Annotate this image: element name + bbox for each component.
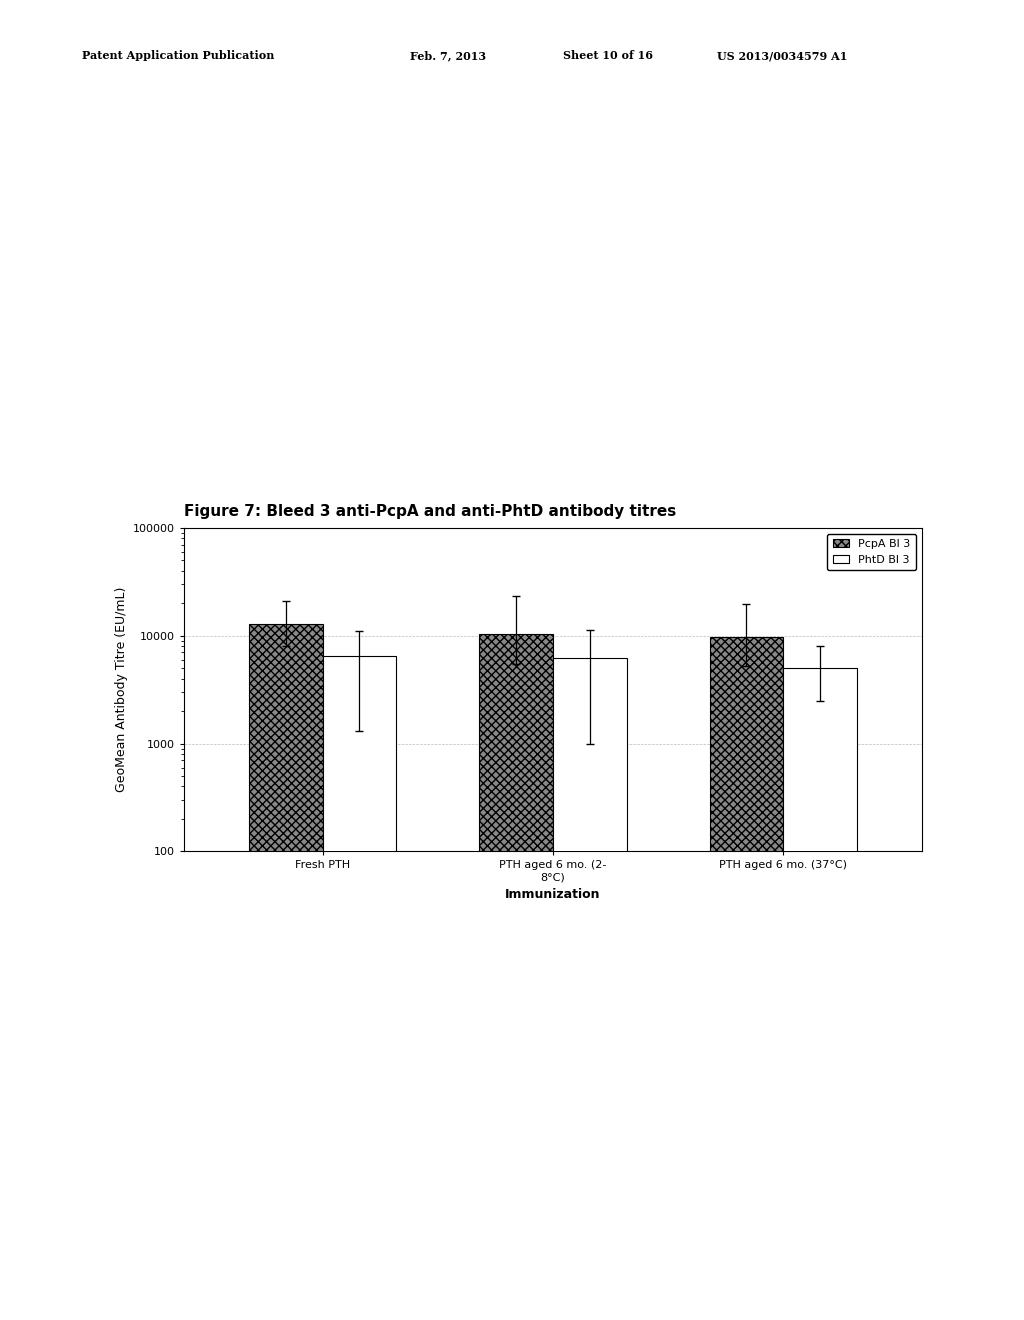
- Text: Figure 7: Bleed 3 anti-PcpA and anti-PhtD antibody titres: Figure 7: Bleed 3 anti-PcpA and anti-Pht…: [184, 504, 677, 519]
- Text: Feb. 7, 2013: Feb. 7, 2013: [410, 50, 485, 61]
- X-axis label: Immunization: Immunization: [505, 887, 601, 900]
- Text: Sheet 10 of 16: Sheet 10 of 16: [563, 50, 653, 61]
- Bar: [479, 634, 553, 1320]
- Bar: [553, 659, 627, 1320]
- Bar: [249, 623, 323, 1320]
- Y-axis label: GeoMean Antibody Titre (EU/mL): GeoMean Antibody Titre (EU/mL): [115, 587, 128, 792]
- Text: Patent Application Publication: Patent Application Publication: [82, 50, 274, 61]
- Bar: [323, 656, 396, 1320]
- Bar: [783, 668, 857, 1320]
- Text: US 2013/0034579 A1: US 2013/0034579 A1: [717, 50, 847, 61]
- Legend: PcpA Bl 3, PhtD Bl 3: PcpA Bl 3, PhtD Bl 3: [827, 533, 916, 570]
- Bar: [710, 636, 783, 1320]
